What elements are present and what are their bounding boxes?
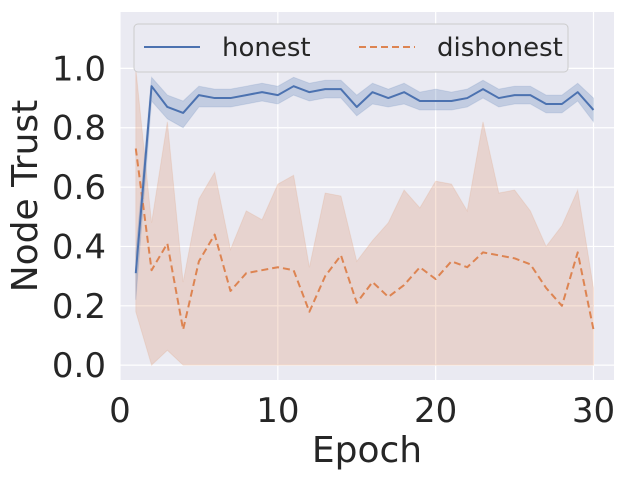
legend-box	[133, 23, 569, 73]
y-tick-label: 0.2	[52, 287, 106, 327]
y-tick-labels: 0.0 0.2 0.4 0.6 0.8 1.0	[52, 49, 106, 386]
y-axis-label: Node Trust	[5, 100, 46, 293]
x-tick-label: 20	[414, 391, 457, 431]
series-line-honest	[134, 85, 595, 274]
y-tick-label: 0.6	[52, 168, 106, 208]
legend-honest-label: honest	[222, 33, 311, 63]
confidence-bands	[135, 68, 594, 367]
x-tick-labels: 0 10 20 30	[109, 391, 615, 431]
legend: honest dishonest	[133, 23, 569, 73]
series-lines	[134, 85, 595, 331]
series-line-dishonest	[134, 148, 595, 331]
band-honest	[135, 76, 594, 300]
y-tick-label: 1.0	[52, 49, 106, 89]
y-tick-label: 0.4	[52, 227, 106, 267]
legend-dishonest-label: dishonest	[437, 33, 563, 63]
y-tick-label: 0.0	[52, 346, 106, 386]
x-tick-label: 30	[572, 391, 615, 431]
band-dishonest	[135, 68, 594, 367]
x-axis-label: Epoch	[312, 430, 422, 471]
plot-area	[120, 12, 614, 380]
x-tick-label: 0	[109, 391, 131, 431]
x-tick-label: 10	[256, 391, 299, 431]
y-tick-label: 0.8	[52, 109, 106, 149]
